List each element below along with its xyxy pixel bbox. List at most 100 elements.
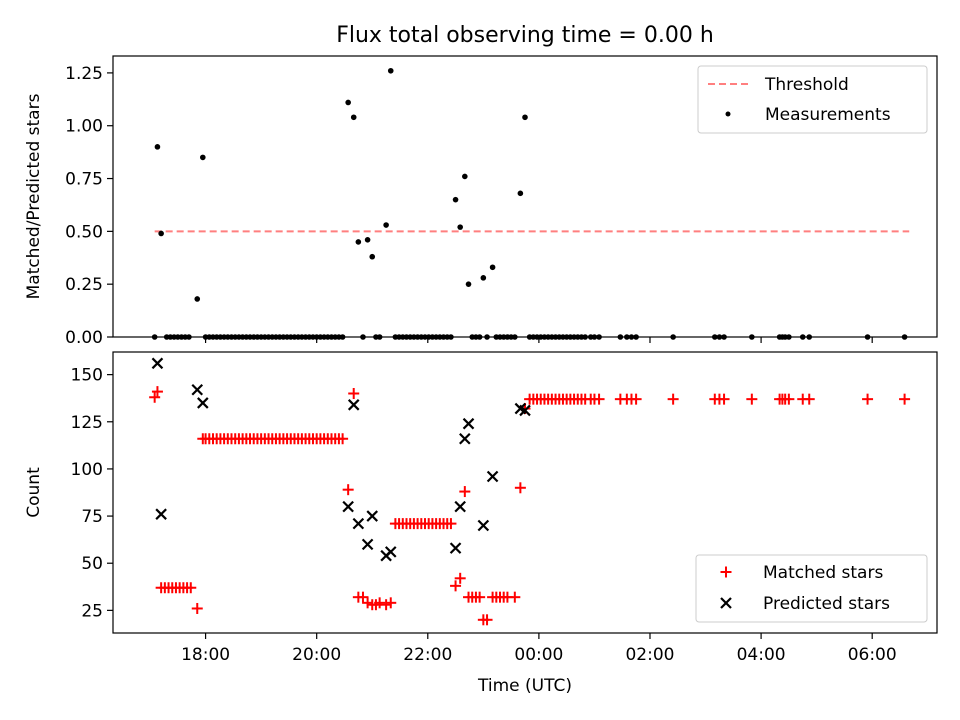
matched-stars-legend-label: Matched stars [763,563,883,583]
predicted-star-point [352,517,365,530]
predicted-star-point [384,546,397,558]
count-legend-box [695,554,928,623]
y-tick-label: 125 [71,413,103,433]
predicted-star-point [519,404,531,417]
cross-stroke [449,542,462,554]
measurement-point [387,67,394,74]
predicted-star-point [486,470,499,483]
x-tick-label: 20:00 [292,645,341,665]
x-axis-label: Time (UTC) [477,676,572,696]
predicted-star-point [151,357,164,370]
matched-star-point [185,582,197,594]
cross-stroke [462,417,475,430]
measurements-legend-label: Measurements [765,105,891,125]
y-tick-label: 50 [81,554,103,574]
matched-star-point [899,393,911,405]
cross-stroke [361,538,374,551]
measurement-point [465,281,472,287]
matched-star-point [718,393,730,405]
measurement-point [383,222,389,228]
cross-stroke [454,500,466,513]
measurement-point [457,224,463,230]
measurement-point [158,230,164,237]
ratio-plot-frame [112,55,938,338]
measurement-point [364,237,371,243]
predicted-star-point [197,397,209,409]
matched-stars-legend-swatch [720,566,732,578]
y-tick-label: 150 [71,366,103,386]
measurements-legend-swatch [725,111,731,117]
x-tick-label: 00:00 [514,645,563,665]
measurement-point [154,144,161,150]
matched-star-point [374,597,386,609]
count-plot-frame [112,351,938,634]
plus-marker [720,566,732,578]
cross-stroke [151,357,164,370]
matched-star-point [454,572,466,584]
cross-stroke [486,470,499,483]
x-tick-label: 22:00 [403,645,452,665]
matched-star-point [191,602,203,614]
matched-star-point [514,482,526,494]
matched-star-point [342,484,354,496]
matched-star-point [667,393,679,405]
ratio-plot: 0.00 0.25 0.50 0.75 1.00 1.25 Matched/Predict… [24,55,938,348]
x-tick-label: 18:00 [181,645,230,665]
ratio-legend-box [697,65,928,134]
predicted-star-point [366,510,379,522]
x-tick-label: 04:00 [737,645,786,665]
chart-title: Flux total observing time = 0.00 h [336,23,714,48]
y-tick-label: 0.25 [65,275,103,295]
matched-star-point [445,518,457,530]
cross-marker [720,597,732,609]
cross-stroke [191,383,204,396]
predicted-star-point [477,519,490,532]
predicted-stars-legend-swatch [720,597,732,609]
y-tick-label: 1.00 [65,117,103,137]
y-tick-label: 100 [71,460,103,480]
count-plot-ticks: 25 50 75 100 125 150 18:00 20:00 22:00 00:00 02:00… [71,366,897,665]
count-y-axis-label: Count [24,467,44,518]
matched-star-point [450,580,462,592]
predicted-star-point [361,538,374,551]
matched-star-point [746,393,758,405]
cross-stroke [514,402,527,415]
predicted-star-point [462,417,475,430]
x-tick-label: 06:00 [848,645,897,665]
ratio-plot-ticks: 0.00 0.25 0.50 0.75 1.00 1.25 [65,64,873,348]
threshold-legend-label: Threshold [764,75,849,95]
matched-star-point [630,393,642,405]
measurement-point [480,275,487,281]
matched-star-point [509,591,521,603]
ratio-y-axis-label: Matched/Predicted stars [24,93,44,299]
cross-stroke [384,546,397,558]
measurement-point [522,114,528,121]
cross-stroke [459,432,471,445]
measurement-point [345,99,351,106]
predicted-star-point [191,383,204,396]
cross-stroke [352,517,365,530]
predicted-star-point [155,508,167,520]
y-tick-label: 1.25 [65,64,103,84]
count-legend: Matched stars Predicted stars [695,554,928,623]
matched-star-point [459,486,471,498]
matched-star-point [862,393,874,405]
matched-star-point [337,433,349,445]
cross-stroke [197,397,209,409]
y-tick-label: 0.50 [65,222,103,242]
matched-star-point [474,591,486,603]
y-tick-label: 25 [81,601,103,621]
count-plot: 25 50 75 100 125 150 18:00 20:00 22:00 00:00 02:00… [24,351,938,696]
matched-star-point [151,386,163,398]
measurement-point [517,190,524,197]
measurement-point [200,154,206,161]
measurement-point [489,264,496,271]
cross-stroke [155,508,167,520]
matched-star-point [803,393,815,405]
predicted-star-point [449,542,462,554]
measurement-point [452,196,459,203]
ratio-legend: Threshold Measurements [697,65,928,134]
cross-stroke [342,500,354,513]
count-plot-marks [149,357,911,626]
